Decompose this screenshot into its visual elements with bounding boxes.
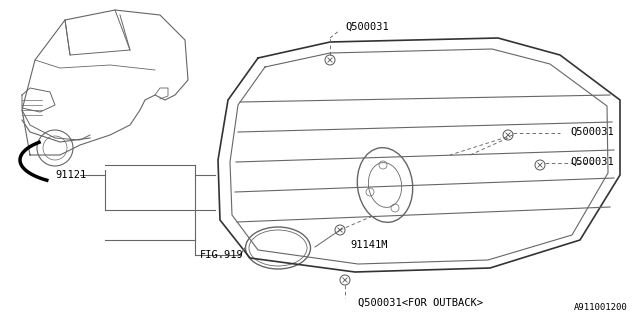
Text: 91121: 91121 (55, 170, 86, 180)
Text: Q500031: Q500031 (570, 157, 614, 167)
Text: Q500031: Q500031 (570, 127, 614, 137)
Text: 91141M: 91141M (350, 240, 387, 250)
Text: Q500031: Q500031 (345, 22, 388, 32)
Text: FIG.919: FIG.919 (200, 250, 244, 260)
Text: A911001200: A911001200 (574, 303, 628, 312)
Text: Q500031<FOR OUTBACK>: Q500031<FOR OUTBACK> (358, 298, 483, 308)
